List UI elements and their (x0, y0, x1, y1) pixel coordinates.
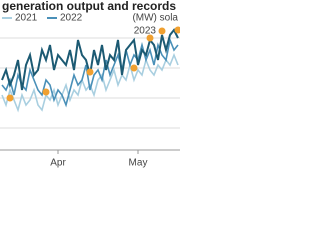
legend-swatch (158, 27, 166, 35)
unit-note: (MW) sola (132, 13, 178, 24)
x-tick-label: May (129, 158, 148, 169)
x-tick-label: Apr (50, 158, 66, 169)
legend-label: 2022 (60, 13, 83, 24)
record-dot (86, 68, 94, 76)
page: generation output and records (MW) sola … (0, 0, 180, 180)
record-dot (130, 64, 138, 72)
chart: generation output and records (MW) sola … (0, 0, 180, 169)
record-dot (146, 34, 154, 42)
legend-label: 2023 (134, 26, 157, 37)
record-dot (42, 88, 50, 96)
record-dot (6, 94, 14, 102)
legend-label: 2021 (15, 13, 38, 24)
record-dot (174, 26, 180, 34)
series-line (1, 37, 179, 108)
chart-title: generation output and records (2, 0, 176, 13)
series-line (1, 52, 179, 113)
